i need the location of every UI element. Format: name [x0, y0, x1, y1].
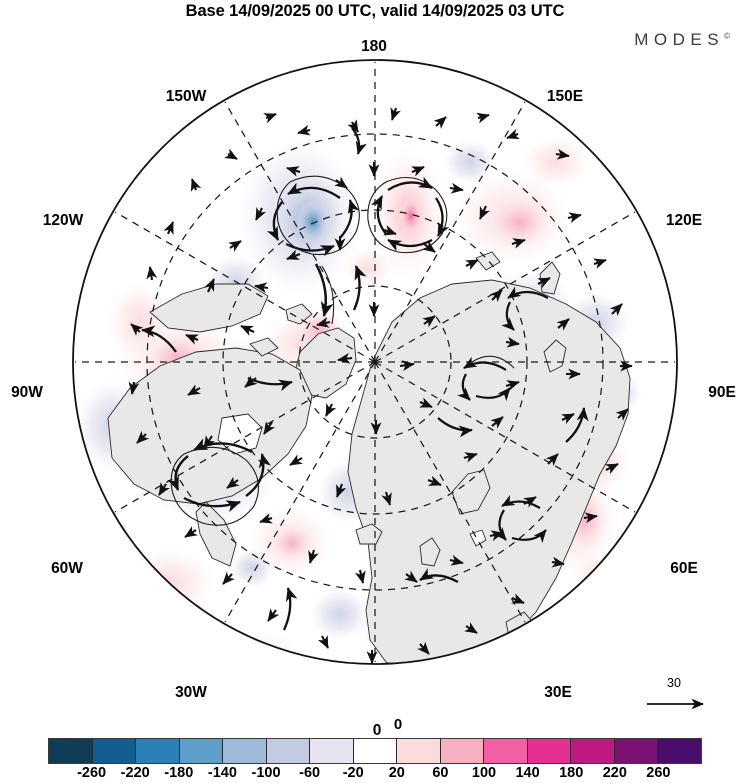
colorbar-swatch[interactable]	[614, 739, 659, 763]
lon-label-120w: 120W	[42, 212, 84, 229]
colorbar-swatches	[48, 738, 702, 764]
colorbar-tick: 140	[515, 765, 540, 781]
vector-scale-arrow	[647, 698, 705, 710]
colorbar-swatch[interactable]	[353, 739, 398, 763]
colorbar-swatch[interactable]	[440, 739, 485, 763]
lon-label-150e: 150E	[546, 88, 584, 105]
colorbar-ticks: -260 -220 -180 -140 -100 -60 -20 20 60 1…	[48, 764, 702, 783]
colorbar-swatch[interactable]	[223, 739, 267, 763]
colorbar-zero-marker: 0	[48, 716, 702, 736]
lon-label-180: 180	[361, 38, 387, 55]
lon-label-60w: 60W	[51, 560, 83, 577]
lon-label-30w: 30W	[175, 684, 207, 701]
colorbar-swatch[interactable]	[179, 739, 224, 763]
lon-label-120e: 120E	[665, 212, 703, 229]
lon-label-30e: 30E	[544, 684, 572, 701]
colorbar-tick: -140	[207, 765, 237, 781]
colorbar-tick: 220	[602, 765, 627, 781]
lon-label-90w: 90W	[11, 384, 43, 401]
lon-label-90e: 90E	[708, 384, 736, 401]
contours	[170, 175, 515, 526]
modes-logo: MODES©	[634, 30, 730, 50]
colorbar-tick: -60	[299, 765, 321, 781]
colorbar: -260 -220 -180 -140 -100 -60 -20 20 60 1…	[48, 738, 702, 783]
colorbar-tick: 60	[432, 765, 449, 781]
colorbar-tick: 260	[646, 765, 671, 781]
colorbar-tick: 180	[559, 765, 584, 781]
graticule	[75, 62, 675, 662]
colorbar-swatch[interactable]	[49, 739, 93, 763]
colorbar-swatch[interactable]	[527, 739, 572, 763]
lon-label-60e: 60E	[670, 560, 698, 577]
figure-title: Base 14/09/2025 00 UTC, valid 14/09/2025…	[185, 2, 565, 20]
map-svg	[72, 59, 678, 665]
colorbar-swatch[interactable]	[310, 739, 354, 763]
colorbar-tick: 100	[471, 765, 497, 781]
wind-vectors	[128, 107, 633, 664]
colorbar-tick: -260	[77, 765, 107, 781]
vector-scale-legend: 30	[645, 676, 735, 718]
colorbar-swatch[interactable]	[484, 739, 528, 763]
colorbar-tick: 20	[388, 765, 405, 781]
registered-mark: ©	[724, 31, 730, 41]
map-content	[75, 62, 675, 664]
lon-label-150w: 150W	[165, 88, 207, 105]
colorbar-swatch[interactable]	[571, 739, 615, 763]
colorbar-tick: -20	[342, 765, 364, 781]
colorbar-swatch[interactable]	[136, 739, 180, 763]
colorbar-swatch[interactable]	[397, 739, 441, 763]
colorbar-swatch[interactable]	[658, 739, 701, 763]
colorbar-swatch[interactable]	[266, 739, 311, 763]
polar-map: 180 150W 120W 90W 60W 30W 0 30E 60E 90E …	[0, 22, 750, 739]
colorbar-tick: -100	[251, 765, 281, 781]
colorbar-zero-label: 0	[393, 716, 403, 733]
colorbar-swatch[interactable]	[92, 739, 137, 763]
lon-label-0: 0	[372, 722, 382, 739]
vector-scale-value: 30	[667, 676, 681, 690]
colorbar-tick: -220	[120, 765, 150, 781]
brand-name: MODES	[634, 30, 725, 49]
colorbar-tick: -180	[164, 765, 194, 781]
globe-outline	[72, 59, 678, 665]
